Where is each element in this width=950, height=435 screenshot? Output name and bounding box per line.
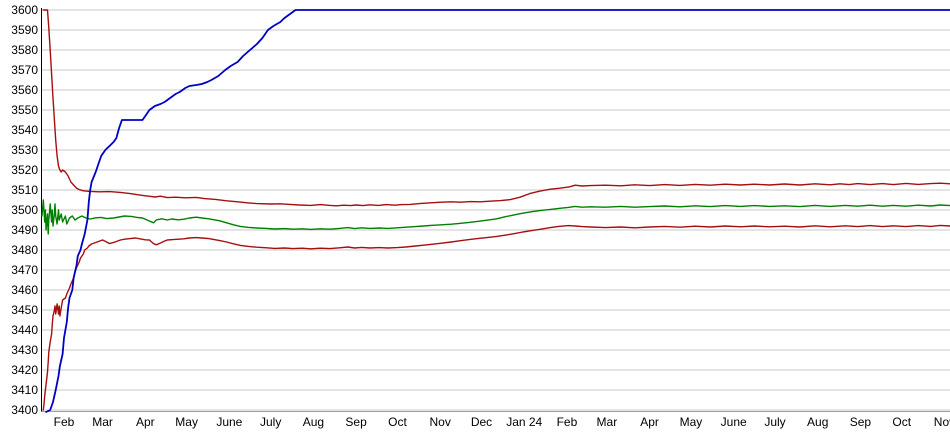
y-tick-label: 3400 bbox=[11, 403, 38, 417]
x-tick-label: Feb bbox=[557, 415, 578, 429]
x-tick-label: Apr bbox=[136, 415, 155, 429]
y-tick-label: 3530 bbox=[11, 143, 38, 157]
x-tick-label: Nov bbox=[934, 415, 950, 429]
x-tick-label: May bbox=[175, 415, 198, 429]
x-tick-label: July bbox=[260, 415, 281, 429]
series-blue-rising-line bbox=[45, 9, 950, 413]
series-lower-red-bound bbox=[42, 224, 950, 411]
x-tick-label: Mar bbox=[597, 415, 618, 429]
x-tick-label: Jan 24 bbox=[506, 415, 542, 429]
x-tick-label: July bbox=[764, 415, 785, 429]
y-tick-label: 3440 bbox=[11, 323, 38, 337]
y-tick-label: 3430 bbox=[11, 343, 38, 357]
y-tick-label: 3520 bbox=[11, 163, 38, 177]
y-tick-label: 3510 bbox=[11, 183, 38, 197]
x-tick-label: Oct bbox=[388, 415, 407, 429]
x-tick-label: Sep bbox=[850, 415, 872, 429]
y-tick-label: 3420 bbox=[11, 363, 38, 377]
x-tick-label: Sep bbox=[345, 415, 367, 429]
y-tick-label: 3550 bbox=[11, 103, 38, 117]
y-tick-label: 3410 bbox=[11, 383, 38, 397]
y-tick-label: 3470 bbox=[11, 263, 38, 277]
series-upper-red-bound bbox=[42, 9, 950, 207]
y-tick-label: 3490 bbox=[11, 223, 38, 237]
x-tick-label: Mar bbox=[92, 415, 113, 429]
y-tick-label: 3500 bbox=[11, 203, 38, 217]
y-tick-label: 3570 bbox=[11, 63, 38, 77]
x-tick-label: Aug bbox=[303, 415, 324, 429]
y-tick-label: 3460 bbox=[11, 283, 38, 297]
x-tick-label: May bbox=[680, 415, 703, 429]
x-tick-label: Oct bbox=[892, 415, 911, 429]
y-tick-label: 3600 bbox=[11, 3, 38, 17]
x-tick-label: Apr bbox=[640, 415, 659, 429]
y-tick-label: 3580 bbox=[11, 43, 38, 57]
x-tick-label: June bbox=[721, 415, 747, 429]
y-tick-label: 3560 bbox=[11, 83, 38, 97]
series-green-center-line bbox=[41, 199, 950, 235]
y-tick-label: 3450 bbox=[11, 303, 38, 317]
x-tick-label: Nov bbox=[429, 415, 450, 429]
x-tick-label: June bbox=[216, 415, 242, 429]
x-tick-label: Feb bbox=[54, 415, 75, 429]
y-tick-label: 3540 bbox=[11, 123, 38, 137]
y-tick-label: 3480 bbox=[11, 243, 38, 257]
x-tick-label: Aug bbox=[807, 415, 828, 429]
y-tick-label: 3590 bbox=[11, 23, 38, 37]
x-tick-label: Dec bbox=[471, 415, 492, 429]
